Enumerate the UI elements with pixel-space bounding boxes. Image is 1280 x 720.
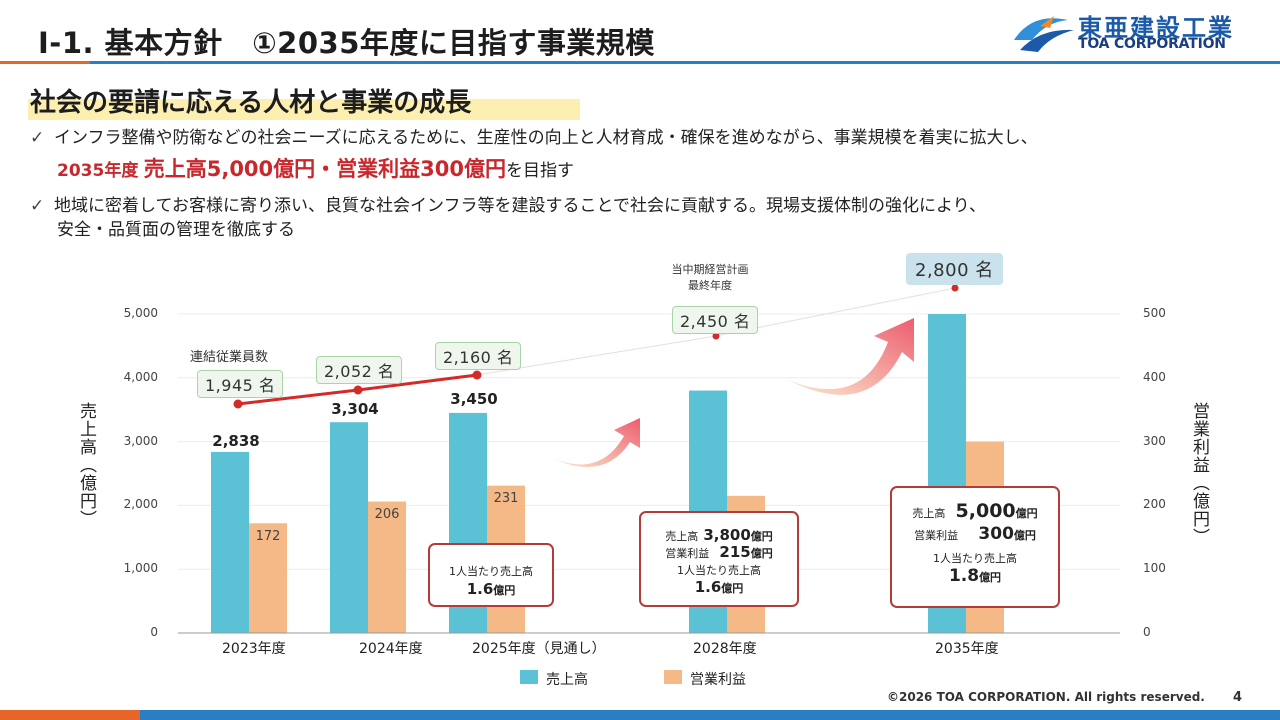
category-label: 2025年度（見通し） [472,641,606,657]
footer-bar [0,710,1280,720]
callout-op-label: 営業利益 [914,529,959,542]
y-left-tick-label: 4,000 [123,369,158,384]
page-title: Ⅰ-1. 基本方針 ①2035年度に目指す事業規模 [38,26,655,60]
sales-data-label: 3,304 [331,400,379,418]
op-profit-data-label: 172 [255,529,281,544]
employee-count-badge: 1,945 名 [197,370,284,398]
callout-op-unit: 億円 [750,547,773,560]
growth-arrow-icon [552,418,640,467]
target-suffix: を目指す [506,161,574,181]
y-axis-left-title: 売上高（億円） [76,402,96,528]
y-right-tick-label: 300 [1143,433,1166,448]
employee-count-badge: 2,450 名 [672,306,759,334]
callout-op-value: 300 [978,524,1014,544]
callout-sales-value: 5,000 [955,500,1016,522]
bullet-1: ✓ インフラ整備や防衛などの社会ニーズに応えるために、生産性の向上と人材育成・確保… [30,126,1038,150]
callout-sales-value: 3,800 [703,526,751,544]
employee-count-badge-target: 2,800 名 [906,253,1003,285]
copyright: ©2026 TOA CORPORATION. All rights reserv… [887,690,1205,704]
employee-count-badge: 2,052 名 [316,356,403,384]
logo-text-en: TOA CORPORATION [1078,36,1226,52]
y-right-tick-label: 200 [1143,497,1166,512]
bullet-2-line2: 安全・品質面の管理を徹底する [57,220,295,240]
callout-per-capita-value: 1.6 [466,580,494,598]
y-left-tick-label: 1,000 [123,561,158,576]
callout-2028: 売上高 3,800億円 営業利益 215億円 1人当たり売上高 1.6億円 [639,511,799,607]
callout-op-value: 215 [719,543,751,561]
callout-sales-unit: 億円 [750,530,773,543]
footer-bar-accent [0,710,140,720]
callout-per-capita-unit: 億円 [979,571,1002,584]
logo-text-jp: 東亜建設工業 [1078,14,1234,42]
y-left-tick-label: 5,000 [123,306,158,320]
op-profit-bar [249,523,287,633]
callout-per-capita-unit: 億円 [493,584,516,597]
y-right-tick-label: 0 [1143,625,1151,639]
category-label: 2024年度 [359,641,423,657]
callout-per-capita-value: 1.6 [694,578,722,596]
callout-per-capita-value: 1.8 [948,566,980,586]
company-logo-icon [1014,16,1074,52]
employee-point [353,385,363,395]
callout-op-unit: 億円 [1013,529,1036,542]
sales-data-label: 2,838 [212,432,260,450]
title-divider-accent [0,61,90,64]
employee-point [712,332,720,340]
callout-op-label: 営業利益 [665,547,710,560]
callout-per-capita-label: 1人当たり売上高 [933,552,1017,565]
legend-label-op-profit: 営業利益 [690,672,746,688]
callout-sales-label: 売上高 [665,530,699,543]
callout-per-capita-label: 1人当たり売上高 [449,565,533,578]
callout-per-capita-unit: 億円 [721,582,744,595]
y-right-tick-label: 100 [1143,561,1166,576]
employee-point [951,284,959,292]
op-profit-bar [368,501,406,633]
category-label: 2028年度 [693,641,757,657]
target-figures: 売上高5,000億円・営業利益300億円 [143,157,506,181]
section-subtitle: 社会の要請に応える人材と事業の成長 [30,88,472,118]
callout-per-capita-label: 1人当たり売上高 [677,564,761,577]
callout-2035: 売上高 5,000億円 営業利益 300億円 1人当たり売上高 1.8億円 [890,486,1060,608]
bullet-1-target: 2035年度 売上高5,000億円・営業利益300億円を目指す [30,154,574,186]
op-profit-data-label: 231 [493,491,519,506]
page-number: 4 [1233,690,1243,705]
sales-bar [330,422,368,633]
check-icon: ✓ [30,196,45,216]
title-divider [0,61,1280,64]
bullet-2-text: 地域に密着してお客様に寄り添い、良質な社会インフラ等を建設することで社会に貢献す… [54,196,986,216]
check-icon: ✓ [30,128,45,148]
employee-point [233,399,243,409]
sales-data-label: 3,450 [450,390,498,408]
y-right-tick-label: 500 [1143,306,1166,320]
y-right-tick-label: 400 [1143,369,1166,384]
legend-label-sales: 売上高 [546,672,588,688]
category-label: 2023年度 [222,641,286,657]
employee-count-badge: 2,160 名 [435,342,522,370]
employees-series-label: 連結従業員数 [190,350,269,365]
callout-2025: 1人当たり売上高 1.6億円 [428,543,554,607]
category-label: 2035年度 [935,641,999,657]
y-left-tick-label: 3,000 [123,433,158,448]
op-profit-data-label: 206 [374,507,400,522]
bullet-2: ✓ 地域に密着してお客様に寄り添い、良質な社会インフラ等を建設することで社会に貢献… [30,194,986,218]
callout-sales-label: 売上高 [912,507,946,520]
plan-final-year-annotation: 当中期経営計画 最終年度 [671,263,749,292]
legend-swatch-op-profit [664,670,682,684]
y-axis-right-title: 営業利益（億円） [1189,402,1209,546]
y-left-tick-label: 0 [150,625,158,639]
target-year: 2035年度 [57,161,139,181]
subtitle-highlight [28,82,580,120]
employee-point [472,370,482,380]
legend-swatch-sales [520,670,538,684]
callout-sales-unit: 億円 [1015,507,1038,520]
growth-arrow-icon [788,318,914,395]
sales-bar [211,451,249,633]
bullet-1-text: インフラ整備や防衛などの社会ニーズに応えるために、生産性の向上と人材育成・確保を… [54,128,1038,148]
y-left-tick-label: 2,000 [123,497,158,512]
